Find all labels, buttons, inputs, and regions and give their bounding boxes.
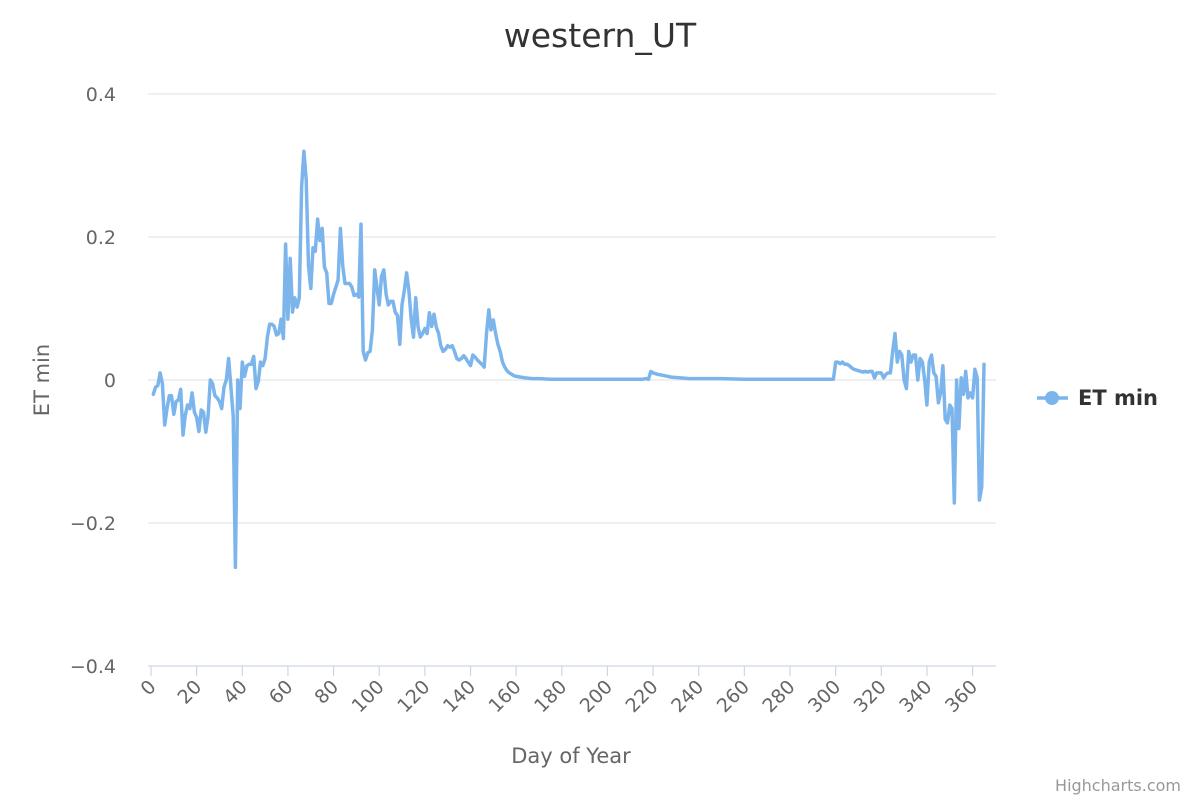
x-tick-label: 120 — [393, 676, 434, 717]
x-tick-label: 180 — [530, 676, 571, 717]
x-axis-tick-labels: 0 20 40 60 80 100 120 140 160 180 200 220 240 260 280 3… — [136, 666, 982, 717]
x-tick-label: 200 — [576, 676, 617, 717]
y-axis-tick-labels: 0.4 0.2 0 −0.2 −0.4 — [70, 84, 116, 678]
x-tick-label: 360 — [941, 676, 982, 717]
x-tick-label: 20 — [174, 676, 207, 709]
x-tick-label: 40 — [219, 676, 252, 709]
x-tick-label: 260 — [713, 676, 754, 717]
x-tick-label: 160 — [484, 676, 525, 717]
gridlines — [148, 93, 996, 524]
chart-title: western_UT — [504, 16, 697, 55]
y-axis-title: ET min — [30, 344, 54, 416]
y-tick-label: −0.2 — [70, 513, 116, 535]
x-tick-label: 220 — [621, 676, 662, 717]
series-line-et-min — [151, 149, 986, 570]
y-tick-label: 0 — [104, 370, 116, 392]
x-tick-label: 300 — [804, 676, 845, 717]
legend-item-et-min[interactable]: ET min — [1037, 386, 1158, 410]
x-axis-title: Day of Year — [511, 744, 631, 768]
x-tick-label: 320 — [850, 676, 891, 717]
x-tick-label: 340 — [895, 676, 936, 717]
y-tick-label: 0.2 — [86, 227, 116, 249]
x-tick-label: 0 — [136, 676, 160, 700]
x-tick-label: 280 — [758, 676, 799, 717]
credits-link[interactable]: Highcharts.com — [1055, 776, 1181, 795]
x-tick-label: 60 — [265, 676, 298, 709]
legend-label: ET min — [1078, 386, 1158, 410]
x-tick-label: 240 — [667, 676, 708, 717]
y-tick-label: −0.4 — [70, 656, 116, 678]
y-tick-label: 0.4 — [86, 84, 116, 106]
legend-marker-icon — [1045, 391, 1059, 405]
x-tick-label: 100 — [348, 676, 389, 717]
x-tick-label: 80 — [310, 676, 343, 709]
x-tick-label: 140 — [439, 676, 480, 717]
